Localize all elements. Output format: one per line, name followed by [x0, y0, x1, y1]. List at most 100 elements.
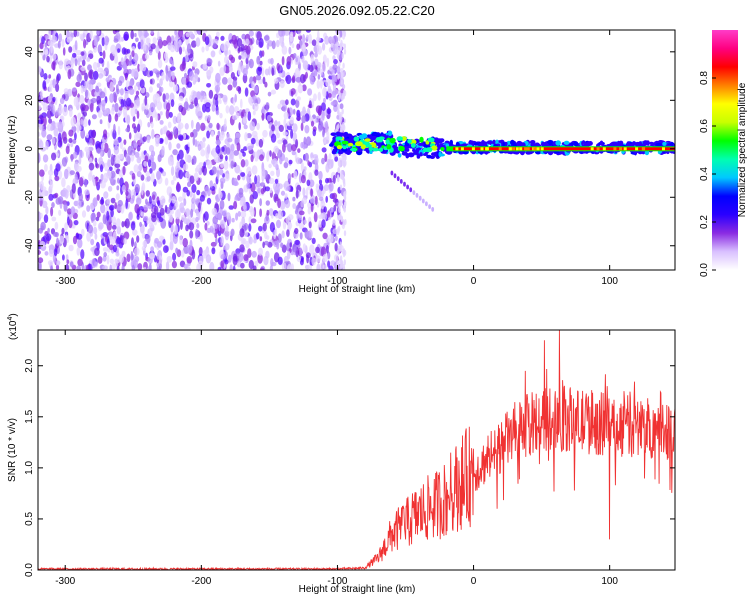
noise-cell [248, 30, 254, 37]
noise-cell [339, 173, 343, 180]
signal-cell [616, 140, 621, 147]
noise-cell [48, 193, 54, 201]
noise-cell [339, 103, 344, 110]
noise-cell [81, 228, 85, 237]
noise-cell [245, 57, 249, 65]
noise-cell [178, 95, 184, 101]
noise-cell [314, 156, 319, 165]
noise-cell [116, 218, 121, 228]
noise-cell [165, 92, 170, 100]
noise-cell [48, 74, 52, 79]
noise-cell [197, 111, 203, 121]
signal-cell [378, 147, 384, 152]
noise-cell [85, 133, 89, 139]
x-tick-label: -100 [327, 576, 347, 587]
noise-cell [50, 41, 55, 47]
noise-cell [251, 165, 258, 175]
noise-cell [134, 241, 137, 248]
noise-cell [168, 213, 173, 223]
signal-cell [387, 130, 393, 137]
noise-cell [75, 81, 81, 88]
noise-cell [310, 188, 313, 197]
noise-cell [177, 196, 183, 202]
noise-cell [323, 137, 327, 145]
noise-cell [242, 202, 247, 211]
noise-cell [252, 110, 256, 116]
noise-cell [276, 132, 281, 139]
noise-cell [128, 132, 132, 140]
noise-cell [294, 67, 301, 78]
noise-cell [150, 43, 156, 50]
noise-cell [162, 93, 166, 103]
noise-cell [115, 251, 120, 257]
noise-cell [342, 248, 345, 255]
noise-cell [114, 102, 119, 113]
noise-cell [123, 231, 130, 240]
noise-cell [166, 102, 171, 112]
noise-cell [144, 53, 149, 60]
noise-cell [191, 249, 196, 260]
noise-cell [42, 54, 46, 61]
noise-cell [330, 101, 336, 106]
noise-cell [300, 122, 304, 132]
noise-cell [211, 166, 217, 175]
noise-cell [330, 43, 334, 48]
noise-cell [80, 118, 84, 125]
noise-cell [100, 203, 106, 214]
noise-cell [258, 138, 264, 148]
noise-cell [80, 66, 86, 72]
noise-cell [182, 77, 187, 85]
noise-cell [332, 45, 338, 55]
noise-cell [292, 132, 297, 142]
noise-cell [198, 202, 201, 213]
noise-cell [286, 229, 290, 238]
noise-cell [58, 209, 62, 216]
noise-cell [227, 77, 233, 85]
y-tick-label: 1.0 [24, 460, 35, 474]
noise-cell [308, 100, 312, 109]
noise-cell [231, 34, 237, 45]
noise-cell [245, 63, 249, 70]
noise-cell [310, 120, 315, 127]
noise-cell [218, 187, 222, 196]
noise-cell [302, 60, 309, 71]
noise-cell [334, 156, 339, 162]
noise-cell [88, 80, 93, 85]
signal-band [329, 130, 675, 160]
noise-cell [258, 247, 263, 256]
noise-cell [224, 230, 229, 241]
noise-cell [222, 94, 228, 103]
signal-cell [425, 147, 433, 153]
noise-cell [84, 178, 88, 188]
noise-cell [323, 184, 329, 192]
noise-cell [338, 35, 341, 42]
noise-cell [260, 267, 265, 270]
noise-cell [284, 157, 289, 163]
noise-cell [182, 133, 187, 140]
noise-cell [233, 106, 240, 113]
noise-cell [109, 93, 114, 103]
noise-cell [113, 123, 116, 134]
noise-cell [195, 208, 199, 217]
noise-cell [197, 106, 201, 112]
noise-cell [251, 250, 257, 258]
noise-cell [317, 91, 321, 101]
noise-cell [73, 220, 79, 226]
noise-cell [125, 198, 128, 209]
noise-cell [217, 60, 221, 67]
noise-cell [55, 110, 58, 118]
noise-cell [224, 55, 229, 64]
noise-cell [182, 237, 188, 248]
noise-cell [182, 46, 185, 52]
noise-cell [40, 212, 43, 219]
noise-cell [179, 235, 183, 245]
noise-cell [224, 50, 228, 57]
noise-cell [173, 126, 178, 135]
noise-cell [114, 258, 118, 268]
noise-cell [183, 264, 188, 269]
noise-cell [326, 57, 330, 68]
noise-cell [210, 130, 215, 138]
noise-cell [244, 132, 248, 142]
noise-cell [147, 121, 151, 128]
noise-cell [62, 106, 68, 117]
